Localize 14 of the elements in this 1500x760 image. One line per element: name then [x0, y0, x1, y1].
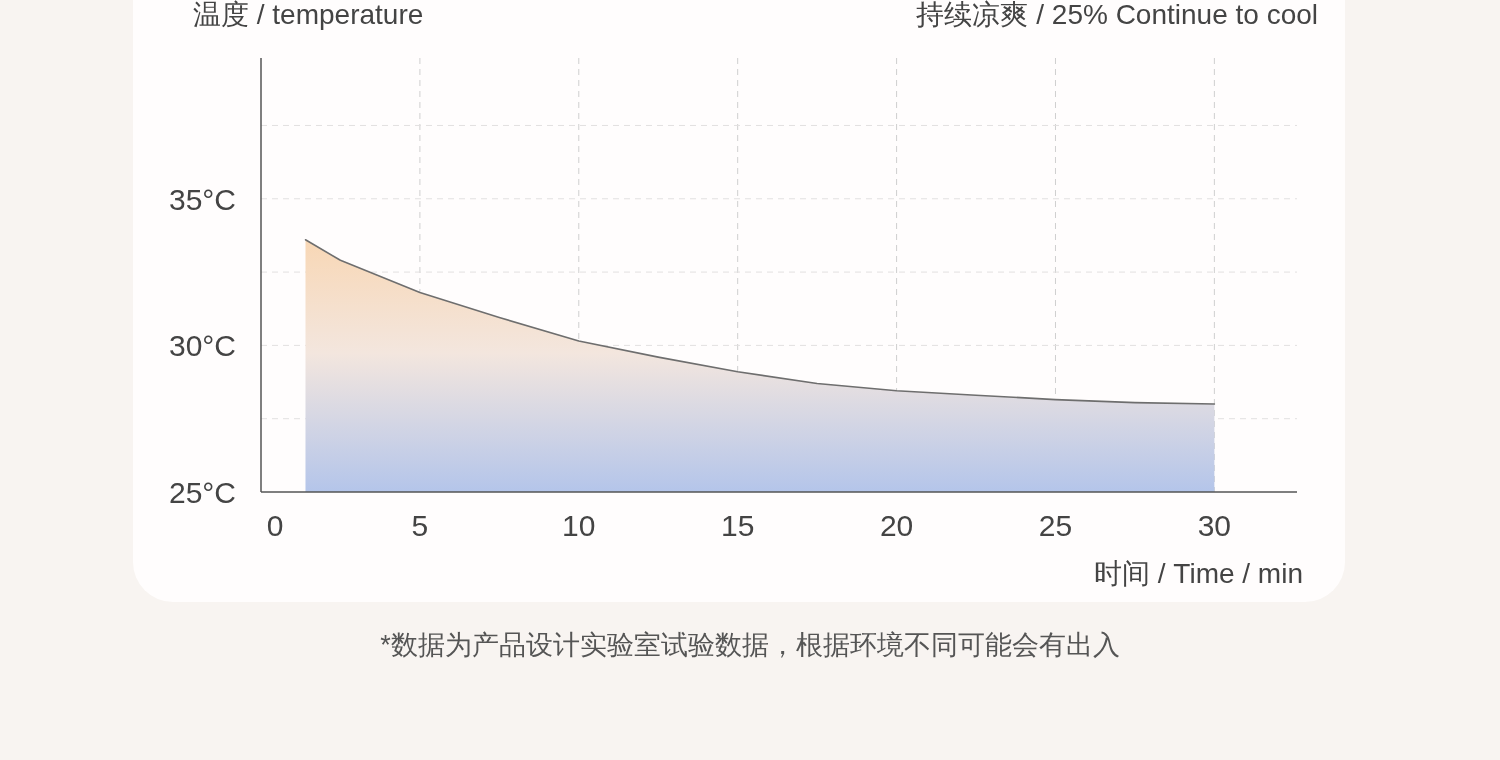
- x-tick-label: 0: [266, 509, 284, 542]
- text: *数据为产品设计实验室试验数据，根据环境不同可能会有出入: [380, 630, 1120, 660]
- x-tick-label: 5: [411, 509, 429, 542]
- y-tick-label: 25°C: [168, 476, 236, 509]
- x-tick-label: 25: [1038, 509, 1073, 542]
- chart-title: 持续凉爽 / 25% Continue to cool: [916, 0, 1318, 30]
- x-tick-label: 30: [1197, 509, 1232, 542]
- x-tick-label: 20: [879, 509, 914, 542]
- y-axis-title: 温度 / temperature: [193, 0, 424, 30]
- y-tick-label: 30°C: [168, 329, 236, 363]
- x-tick-label: 15: [721, 509, 755, 542]
- x-axis-title: 时间 / Time / min: [1094, 558, 1303, 589]
- x-tick-label: 10: [562, 509, 596, 542]
- y-tick-label: 35°C: [168, 182, 236, 216]
